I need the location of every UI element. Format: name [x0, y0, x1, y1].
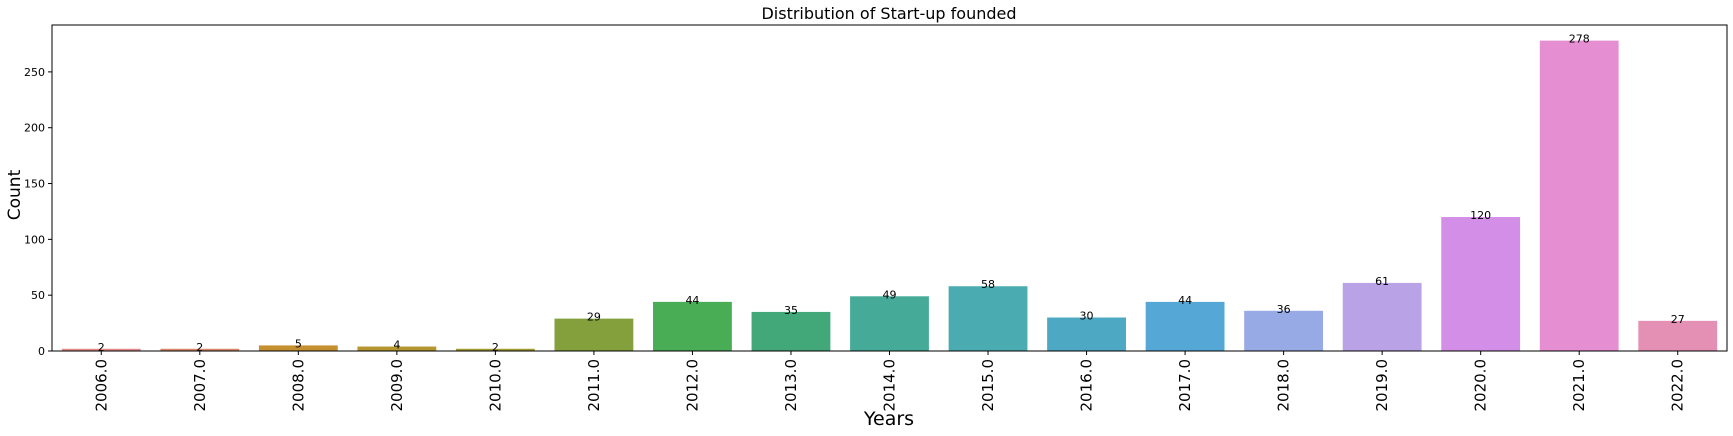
- bar-2012.0: [653, 301, 732, 351]
- x-tick-label: 2009.0: [388, 359, 406, 412]
- plot-frame: [51, 24, 1728, 352]
- bar-2018.0: [1244, 310, 1324, 351]
- y-tick-label: 0: [38, 345, 45, 358]
- x-tick-label: 2020.0: [1472, 359, 1490, 412]
- x-tick-label: 2010.0: [486, 359, 504, 412]
- bar-2020.0: [1441, 217, 1521, 351]
- bar-2007.0: [160, 348, 240, 351]
- bar-value-label: 120: [1470, 209, 1491, 222]
- bar-value-label: 2: [492, 341, 499, 354]
- x-tick-label: 2011.0: [585, 359, 603, 412]
- bar-value-label: 27: [1671, 313, 1685, 326]
- x-tick-label: 2008.0: [289, 359, 307, 412]
- bar-value-label: 278: [1569, 33, 1590, 46]
- bar-value-label: 5: [295, 337, 302, 350]
- bar-value-label: 44: [1178, 294, 1192, 307]
- bar-value-label: 4: [393, 339, 400, 352]
- bar-2021.0: [1539, 40, 1619, 352]
- y-tick-label: 50: [31, 289, 45, 302]
- bar-value-label: 49: [883, 288, 897, 301]
- x-tick-label: 2021.0: [1570, 359, 1588, 412]
- bar-2016.0: [1047, 317, 1126, 351]
- bar-2008.0: [258, 345, 338, 351]
- y-tick-label: 100: [24, 233, 45, 246]
- x-tick-label: 2006.0: [92, 359, 110, 412]
- bar-2006.0: [61, 348, 141, 351]
- y-tick-label: 200: [24, 122, 45, 135]
- x-axis: 2006.0 2007.0 2008.0 2009.0 2010.0 2011.0 2012…: [92, 351, 1687, 412]
- x-tick-label: 2013.0: [782, 359, 800, 412]
- bar-value-label: 36: [1277, 303, 1291, 316]
- x-tick-label: 2018.0: [1275, 359, 1293, 412]
- bar-value-label: 2: [196, 341, 203, 354]
- bar-value-label: 58: [981, 278, 995, 291]
- x-axis-label: Years: [863, 408, 914, 430]
- bar-value-label: 30: [1080, 310, 1094, 323]
- x-tick-label: 2014.0: [881, 359, 899, 412]
- bar-value-label: 61: [1375, 275, 1389, 288]
- y-tick-label: 150: [24, 178, 45, 191]
- bar-value-label: 44: [685, 294, 699, 307]
- y-axis-label: Count: [5, 169, 25, 220]
- chart-title: Distribution of Start-up founded: [761, 4, 1016, 23]
- bar-2015.0: [948, 286, 1028, 351]
- bar-2014.0: [850, 296, 929, 351]
- bar-2010.0: [455, 348, 535, 351]
- bar-value-label: 29: [587, 311, 601, 324]
- x-tick-label: 2017.0: [1176, 359, 1194, 412]
- y-axis: 0 50 100 150 200 250: [24, 66, 52, 358]
- bar-value-label: 35: [784, 304, 798, 317]
- y-tick-label: 250: [24, 66, 45, 79]
- x-tick-label: 2015.0: [979, 359, 997, 412]
- bar-2011.0: [554, 318, 634, 351]
- x-tick-label: 2022.0: [1669, 359, 1687, 412]
- bar-2022.0: [1638, 320, 1718, 351]
- bar-2013.0: [751, 311, 831, 351]
- bar-2017.0: [1145, 301, 1225, 351]
- x-tick-label: 2012.0: [683, 359, 701, 412]
- bars: [61, 40, 1718, 352]
- bar-value-labels: 2 2 5 4 2 29 44 35 49 58 30 44 36 61 120 278 27: [98, 33, 1685, 354]
- x-tick-label: 2016.0: [1078, 359, 1096, 412]
- bar-2019.0: [1342, 282, 1422, 351]
- bar-value-label: 2: [98, 341, 105, 354]
- bar-2009.0: [357, 346, 437, 351]
- x-tick-label: 2019.0: [1373, 359, 1391, 412]
- x-tick-label: 2007.0: [191, 359, 209, 412]
